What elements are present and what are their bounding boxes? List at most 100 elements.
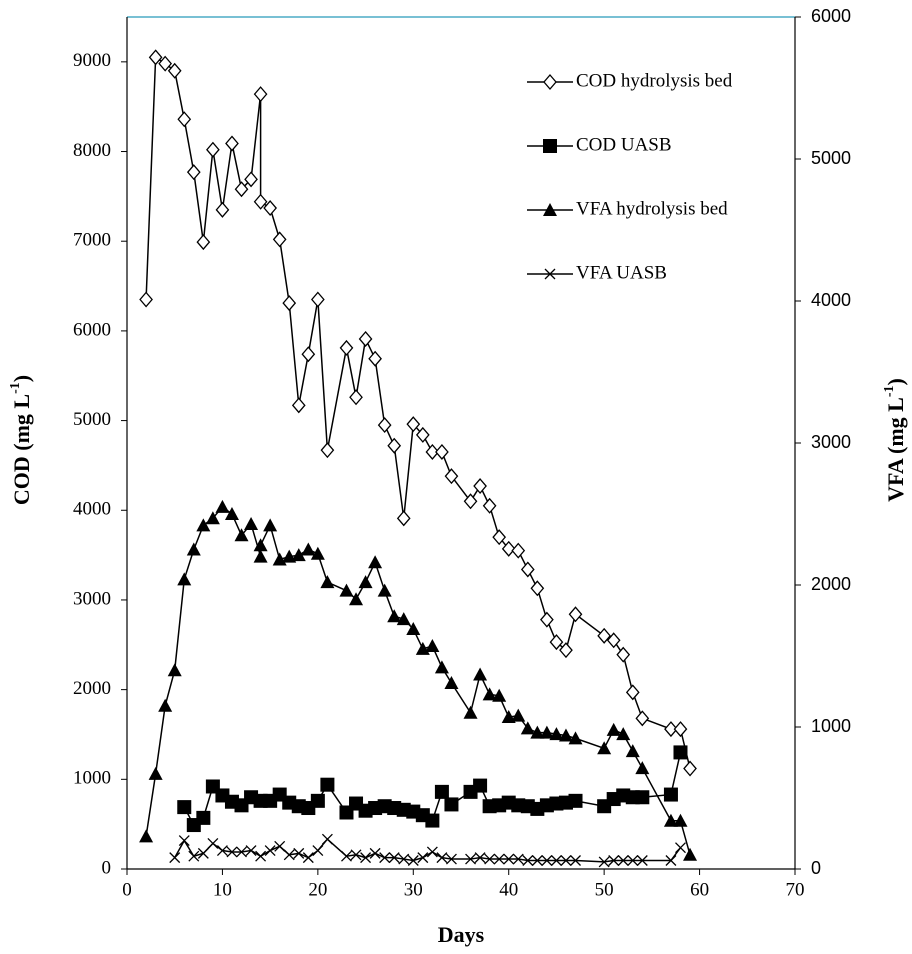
marker [368, 555, 383, 569]
marker [301, 542, 316, 556]
marker [358, 575, 373, 589]
marker [445, 853, 457, 865]
marker [283, 849, 295, 861]
marker [635, 790, 650, 805]
marker [234, 528, 249, 542]
marker [206, 141, 220, 158]
marker [398, 853, 410, 865]
y2-tick-label: 4000 [811, 290, 851, 310]
marker [425, 443, 440, 460]
y-tick-label: 2000 [73, 678, 111, 699]
x-tick-label: 70 [786, 879, 805, 900]
marker [522, 855, 534, 866]
marker [559, 642, 573, 659]
marker [216, 845, 228, 856]
marker [597, 741, 612, 755]
marker [501, 540, 516, 557]
y-axis-label-sup: -1 [8, 382, 23, 394]
marker [406, 622, 421, 636]
marker [244, 171, 258, 188]
x-tick-label: 10 [213, 879, 232, 900]
y-tick-label: 3000 [73, 588, 111, 609]
marker [196, 518, 211, 532]
marker [312, 845, 324, 856]
marker [301, 346, 316, 363]
marker [387, 609, 402, 623]
marker [282, 549, 297, 563]
marker [665, 855, 677, 866]
y2-axis-label-part: VFA (mg L [883, 397, 908, 502]
marker [635, 761, 650, 775]
y-tick-label: 1000 [73, 768, 111, 789]
marker [358, 330, 373, 347]
marker [255, 850, 267, 862]
marker [263, 200, 277, 217]
marker [675, 842, 686, 854]
marker [425, 813, 440, 828]
marker [167, 62, 182, 79]
marker [434, 660, 449, 674]
marker [253, 538, 268, 552]
marker [549, 727, 564, 741]
marker [473, 667, 488, 681]
marker [320, 777, 335, 792]
marker [139, 829, 154, 843]
marker [320, 575, 335, 589]
y-tick-label: 7000 [73, 230, 111, 251]
marker [539, 725, 554, 739]
marker [543, 139, 557, 153]
marker [253, 549, 268, 563]
marker [597, 627, 611, 644]
marker [377, 417, 392, 434]
marker [291, 397, 306, 414]
marker [291, 548, 306, 562]
marker [503, 853, 515, 865]
marker [549, 634, 564, 651]
marker [673, 745, 688, 760]
marker [627, 855, 639, 866]
marker [139, 291, 153, 308]
marker [415, 426, 430, 443]
y-tick-label: 8000 [73, 140, 111, 161]
marker [540, 611, 554, 628]
marker [274, 840, 286, 852]
marker [311, 291, 325, 308]
marker [683, 760, 697, 777]
marker [186, 542, 201, 556]
y-axis-label-part: ) [9, 375, 34, 382]
marker [302, 852, 314, 864]
marker [664, 721, 678, 738]
marker [272, 231, 287, 248]
marker [617, 855, 629, 866]
marker [264, 845, 276, 856]
marker [465, 853, 477, 865]
marker [244, 516, 259, 530]
marker [225, 135, 239, 152]
marker [473, 778, 488, 793]
marker [236, 846, 247, 858]
series-line [145, 56, 691, 769]
y2-tick-label: 2000 [811, 574, 851, 594]
marker [568, 793, 583, 808]
y2-tick-label: 3000 [811, 432, 851, 452]
y-tick-label: 0 [102, 857, 112, 878]
marker [341, 850, 352, 862]
marker [444, 797, 459, 812]
y2-tick-label: 6000 [811, 6, 851, 26]
marker [167, 663, 182, 677]
marker [245, 845, 257, 856]
marker [407, 855, 419, 866]
marker [541, 855, 553, 866]
marker [625, 684, 640, 701]
marker [148, 49, 163, 66]
x-tick-label: 0 [122, 879, 132, 900]
marker [568, 731, 583, 745]
marker [636, 855, 648, 866]
marker [158, 55, 173, 72]
marker [177, 572, 192, 586]
marker [493, 853, 505, 865]
x-axis-label: Days [438, 922, 485, 947]
y2-axis-label-part: ) [883, 378, 908, 385]
marker [253, 86, 268, 103]
y-tick-label: 6000 [73, 319, 111, 340]
